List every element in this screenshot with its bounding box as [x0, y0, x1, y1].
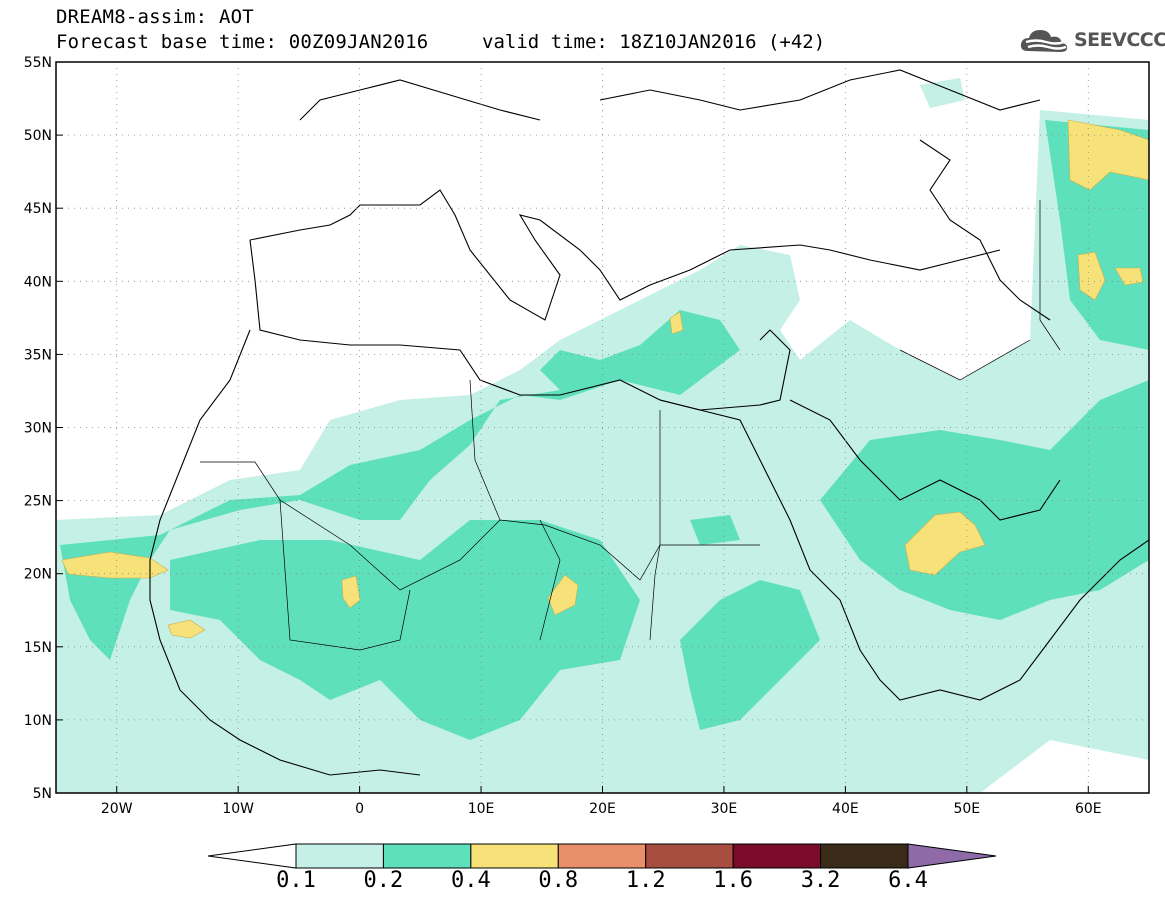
colorbar-segment: [470, 843, 559, 869]
aot-field: [56, 78, 1149, 793]
colorbar-label: 1.2: [625, 868, 666, 893]
x-tick-label: 50E: [953, 801, 980, 817]
x-tick-label: 0: [355, 801, 364, 817]
aot-level-0-2: [60, 120, 1149, 740]
y-tick-label: 10N: [24, 713, 52, 729]
y-tick-label: 40N: [24, 274, 52, 290]
colorbar-label: 3.2: [800, 868, 841, 893]
cloud-icon: [1020, 30, 1068, 52]
colorbar-label: 0.4: [450, 868, 491, 893]
y-tick-label: 55N: [24, 55, 52, 71]
colorbar-over-triangle: [907, 843, 997, 869]
x-tick-label: 10E: [468, 801, 495, 817]
x-tick-label: 30E: [711, 801, 738, 817]
y-tick-label: 35N: [24, 347, 52, 363]
x-tick-label: 10W: [222, 801, 254, 817]
colorbar-label: 0.8: [538, 868, 579, 893]
axis-ticks: [56, 61, 1089, 794]
logo-text: SEEVCCC: [1074, 29, 1165, 51]
coastlines: [149, 69, 1149, 776]
graticule: [56, 62, 1149, 793]
x-tick-label: 20W: [101, 801, 133, 817]
aot-level-0-4: [61, 119, 1149, 639]
colorbar-segment: [645, 843, 734, 869]
colorbar-segment: [382, 843, 472, 869]
colorbar-segment: [557, 843, 647, 869]
colorbar-segment: [820, 843, 909, 869]
x-tick-label: 60E: [1075, 801, 1102, 817]
colorbar-segment: [295, 843, 384, 869]
seevccc-logo: SEEVCCC: [1018, 24, 1165, 56]
colorbar-segment: [732, 843, 822, 869]
forecast-base-time: Forecast base time: 00Z09JAN2016: [56, 31, 429, 53]
longitude-labels: 20W 10W 0 10E 20E 30E 40E 50E 60E: [101, 801, 1102, 817]
y-tick-label: 30N: [24, 421, 52, 437]
latitude-labels: 55N 50N 45N 40N 35N 30N 25N 20N 15N 10N 5N: [24, 55, 52, 802]
x-tick-label: 40E: [832, 801, 859, 817]
colorbar-label: 6.4: [888, 868, 928, 893]
y-tick-label: 20N: [24, 567, 52, 583]
y-tick-label: 5N: [33, 786, 52, 802]
y-tick-label: 45N: [24, 201, 52, 217]
y-tick-label: 50N: [24, 128, 52, 144]
colorbar: [207, 843, 997, 869]
colorbar-label: 0.1: [276, 868, 316, 893]
x-tick-label: 20E: [589, 801, 616, 817]
colorbar-label: 1.6: [713, 868, 754, 893]
y-tick-label: 25N: [24, 494, 52, 510]
map-title: DREAM8-assim: AOT: [56, 6, 254, 28]
colorbar-label: 0.2: [363, 868, 404, 893]
valid-time: valid time: 18Z10JAN2016 (+42): [482, 31, 826, 53]
aot-level-0-1: [56, 78, 1149, 793]
colorbar-under-triangle: [207, 843, 297, 869]
y-tick-label: 15N: [24, 640, 52, 656]
